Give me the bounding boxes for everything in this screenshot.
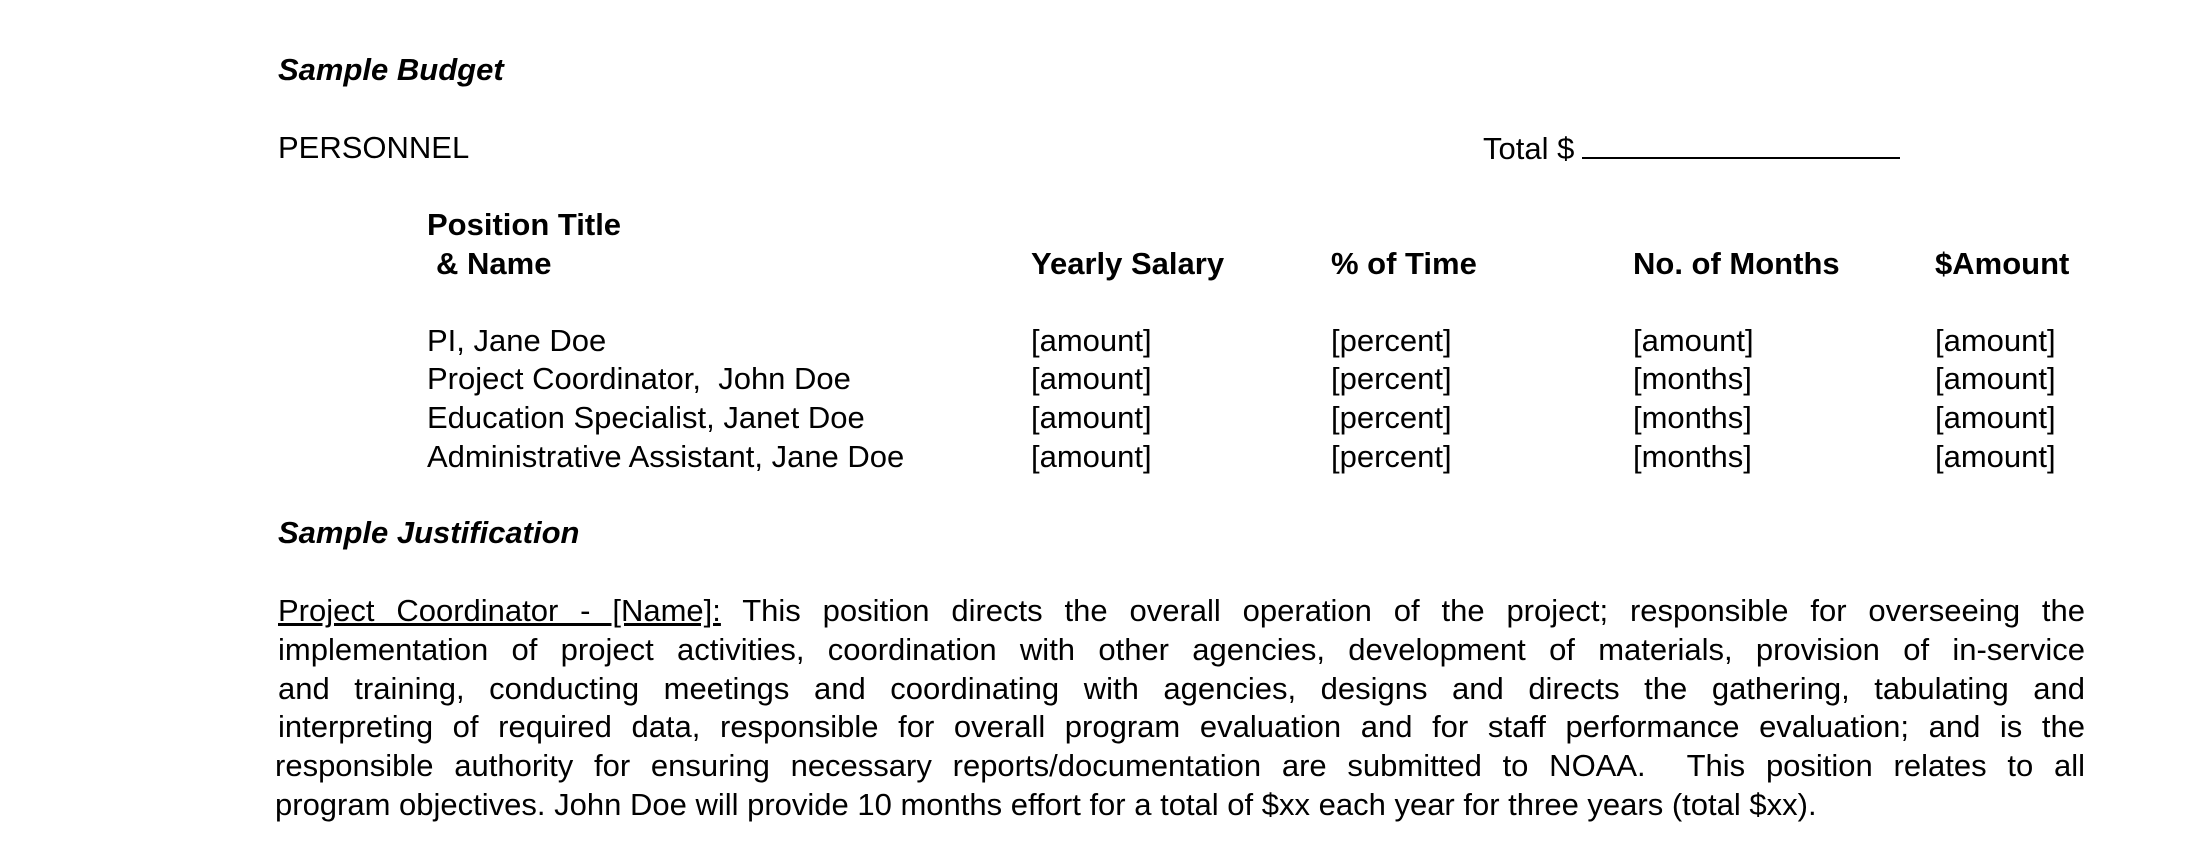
- document-title: Sample Budget: [278, 52, 504, 87]
- cell-months: [months]: [1633, 361, 1752, 396]
- paragraph-line: interpreting of required data, responsib…: [278, 709, 2085, 745]
- cell-salary: [amount]: [1031, 361, 1152, 396]
- cell-name: Administrative Assistant, Jane Doe: [427, 439, 905, 474]
- paragraph-line: This position directs the overall operat…: [742, 593, 2086, 628]
- header-name: & Name: [436, 246, 552, 281]
- cell-time: [percent]: [1331, 323, 1452, 358]
- header-months: No. of Months: [1633, 246, 1840, 281]
- cell-name: Education Specialist, Janet Doe: [427, 400, 865, 435]
- cell-name: Project Coordinator, John Doe: [427, 361, 851, 396]
- personnel-label: PERSONNEL: [278, 130, 470, 165]
- cell-amount: [amount]: [1935, 323, 2056, 358]
- paragraph-line: and training, conducting meetings and co…: [278, 670, 2085, 706]
- paragraph-line: responsible authority for ensuring neces…: [275, 748, 2085, 784]
- header-yearly-salary: Yearly Salary: [1031, 246, 1225, 281]
- total-field: Total $: [1483, 129, 1901, 168]
- cell-amount: [amount]: [1935, 400, 2056, 435]
- cell-salary: [amount]: [1031, 400, 1152, 435]
- cell-salary: [amount]: [1031, 439, 1152, 474]
- paragraph-line: program objectives. John Doe will provid…: [275, 786, 1817, 822]
- header-position-title: Position Title: [427, 207, 622, 242]
- cell-amount: [amount]: [1935, 361, 2056, 396]
- cell-time: [percent]: [1331, 439, 1452, 474]
- position-lead: Project Coordinator - [Name]:: [278, 593, 721, 628]
- cell-time: [percent]: [1331, 361, 1452, 396]
- total-label: Total $: [1483, 131, 1575, 166]
- cell-time: [percent]: [1331, 400, 1452, 435]
- header-percent-time: % of Time: [1331, 246, 1477, 281]
- total-blank-line: [1582, 129, 1901, 159]
- justification-paragraph: Project Coordinator - [Name]: This posit…: [275, 592, 2086, 825]
- cell-months: [months]: [1633, 439, 1752, 474]
- paragraph-line: implementation of project activities, co…: [278, 631, 2085, 667]
- header-amount: $Amount: [1935, 246, 2070, 281]
- justification-heading: Sample Justification: [278, 515, 580, 550]
- cell-amount: [amount]: [1935, 439, 2056, 474]
- cell-months: [amount]: [1633, 323, 1754, 358]
- cell-salary: [amount]: [1031, 323, 1152, 358]
- cell-name: PI, Jane Doe: [427, 323, 607, 358]
- cell-months: [months]: [1633, 400, 1752, 435]
